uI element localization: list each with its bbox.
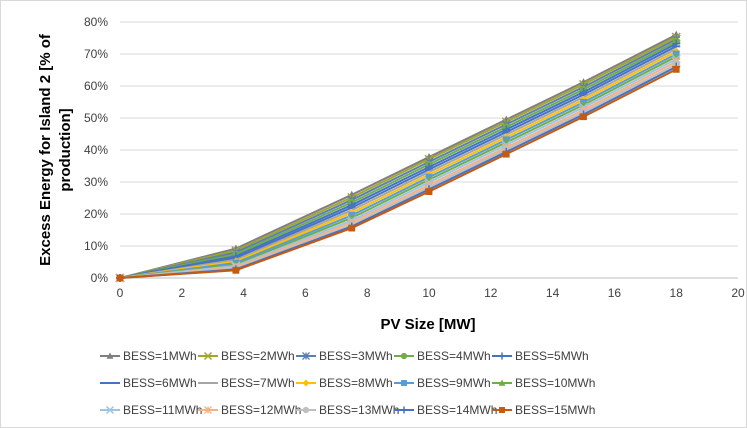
legend-label: BESS=10MWh <box>515 376 595 390</box>
legend-item: BESS=15MWh <box>492 403 595 417</box>
legend-label: BESS=12MWh <box>221 403 301 417</box>
x-tick-label: 10 <box>422 286 436 300</box>
marker-square <box>401 380 407 386</box>
x-tick-label: 0 <box>117 286 124 300</box>
y-tick-label: 30% <box>84 175 108 189</box>
y-tick-label: 0% <box>91 271 109 285</box>
legend-item: BESS=13MWh <box>296 403 399 417</box>
marker-plus <box>400 406 408 414</box>
legend-item: BESS=9MWh <box>394 376 491 390</box>
y-tick-label: 10% <box>84 239 108 253</box>
series-BESS=15MWh <box>116 65 680 282</box>
legend-label: BESS=11MWh <box>123 403 202 417</box>
x-axis-title: PV Size [MW] <box>380 316 475 333</box>
marker-square <box>580 113 587 121</box>
legend-item: BESS=8MWh <box>296 376 393 390</box>
marker-square <box>116 274 124 282</box>
marker-x <box>203 351 213 361</box>
legend-label: BESS=4MWh <box>417 349 491 363</box>
legend-item: BESS=3MWh <box>296 349 393 363</box>
y-axis-title-line-2: production] <box>57 108 74 191</box>
y-tick-label: 40% <box>84 143 108 157</box>
y-axis-title: Excess Energy for Island 2 [% of product… <box>37 33 74 266</box>
marker-square <box>672 65 680 73</box>
marker-square <box>502 150 510 158</box>
marker-diamond <box>302 379 310 387</box>
legend-item: BESS=10MWh <box>492 376 595 390</box>
marker-square <box>499 407 505 413</box>
marker-asterisk <box>302 352 310 360</box>
x-tick-label: 4 <box>240 286 247 300</box>
legend-label: BESS=6MWh <box>123 376 197 390</box>
legend-label: BESS=5MWh <box>515 349 589 363</box>
x-tick-label: 8 <box>364 286 371 300</box>
legend-label: BESS=13MWh <box>319 403 399 417</box>
y-tick-label: 80% <box>84 15 108 29</box>
marker-x <box>105 405 115 415</box>
x-tick-label: 20 <box>731 286 745 300</box>
legend-item: BESS=7MWh <box>198 376 295 390</box>
legend-label: BESS=15MWh <box>515 403 595 417</box>
legend-item: BESS=5MWh <box>492 349 589 363</box>
marker-plus <box>498 352 506 360</box>
legend-item: BESS=2MWh <box>198 349 295 363</box>
marker-triangle <box>106 352 114 359</box>
y-axis-title-line-1: Excess Energy for Island 2 [% of <box>37 33 54 266</box>
legend-label: BESS=14MWh <box>417 403 497 417</box>
y-tick-label: 20% <box>84 207 108 221</box>
y-tick-label: 50% <box>84 111 108 125</box>
legend-label: BESS=8MWh <box>319 376 393 390</box>
legend-label: BESS=1MWh <box>123 349 197 363</box>
x-tick-label: 14 <box>546 286 560 300</box>
legend-label: BESS=9MWh <box>417 376 491 390</box>
x-tick-label: 12 <box>484 286 498 300</box>
marker-square <box>348 224 356 232</box>
marker-circle <box>302 406 310 414</box>
legend-item: BESS=1MWh <box>100 349 197 363</box>
y-tick-label: 60% <box>84 79 108 93</box>
series-layer <box>115 30 681 283</box>
x-tick-label: 18 <box>670 286 684 300</box>
marker-triangle <box>498 379 506 386</box>
legend-item: BESS=11MWh <box>100 403 202 417</box>
marker-triangle <box>672 30 681 38</box>
x-tick-label: 6 <box>302 286 309 300</box>
tick-labels: 0% 10% 20% 30% 40% 50% 60% 70% 80% 0 2 4 6 8 10 12 14 16 1… <box>84 15 745 300</box>
legend-label: BESS=2MWh <box>221 349 295 363</box>
y-tick-label: 70% <box>84 47 108 61</box>
legend-label: BESS=7MWh <box>221 376 295 390</box>
legend: BESS=1MWh BESS=2MWh BESS=3MWh BESS=4MWh BESS… <box>100 349 595 417</box>
x-tick-label: 2 <box>178 286 185 300</box>
legend-item: BESS=6MWh <box>100 376 197 390</box>
legend-item: BESS=4MWh <box>394 349 491 363</box>
legend-item: BESS=12MWh <box>198 403 301 417</box>
marker-square <box>425 188 433 195</box>
marker-circle <box>400 352 408 360</box>
x-tick-label: 16 <box>608 286 622 300</box>
marker-asterisk <box>204 406 212 414</box>
legend-label: BESS=3MWh <box>319 349 393 363</box>
legend-item: BESS=14MWh <box>394 403 497 417</box>
marker-square <box>232 266 240 274</box>
